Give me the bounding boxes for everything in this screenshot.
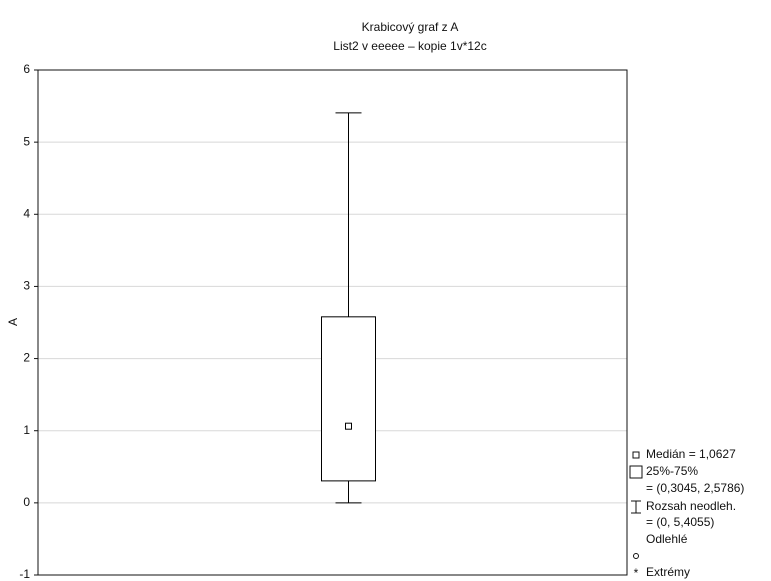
legend-icon-box bbox=[629, 465, 643, 479]
legend-icon-whisker bbox=[631, 500, 641, 514]
plot-frame bbox=[37, 69, 628, 576]
legend-label: = (0, 5,4055) bbox=[646, 515, 714, 529]
legend-label: 25%-75% bbox=[646, 464, 698, 478]
legend-label: Medián = 1,0627 bbox=[646, 447, 736, 461]
y-tick-label: 2 bbox=[23, 351, 30, 365]
y-tick-label: 3 bbox=[23, 279, 30, 293]
legend-icon-outlier bbox=[633, 553, 639, 559]
y-axis-label: A bbox=[6, 318, 20, 326]
y-tick-label: 0 bbox=[23, 495, 30, 509]
legend-label: Odlehlé bbox=[646, 532, 688, 546]
y-tick-label: 1 bbox=[23, 423, 30, 437]
legend-label: Extrémy bbox=[646, 565, 690, 579]
y-tick-label: 5 bbox=[23, 134, 30, 148]
legend-icons: * bbox=[629, 451, 643, 580]
legend-icon-extreme: * bbox=[634, 566, 639, 580]
legend-label: Rozsah neodleh. bbox=[646, 499, 736, 513]
median-marker bbox=[345, 422, 352, 430]
chart-subtitle: List2 v eeeee – kopie 1v*12c bbox=[333, 39, 486, 53]
y-tick-label: 6 bbox=[23, 62, 30, 76]
box bbox=[321, 316, 376, 482]
legend-label: = (0,3045, 2,5786) bbox=[646, 481, 744, 495]
legend-icon-median bbox=[632, 451, 640, 459]
chart-title: Krabicový graf z A bbox=[362, 20, 459, 34]
y-tick-label: -1 bbox=[19, 567, 30, 581]
y-tick-label: 4 bbox=[23, 206, 30, 220]
